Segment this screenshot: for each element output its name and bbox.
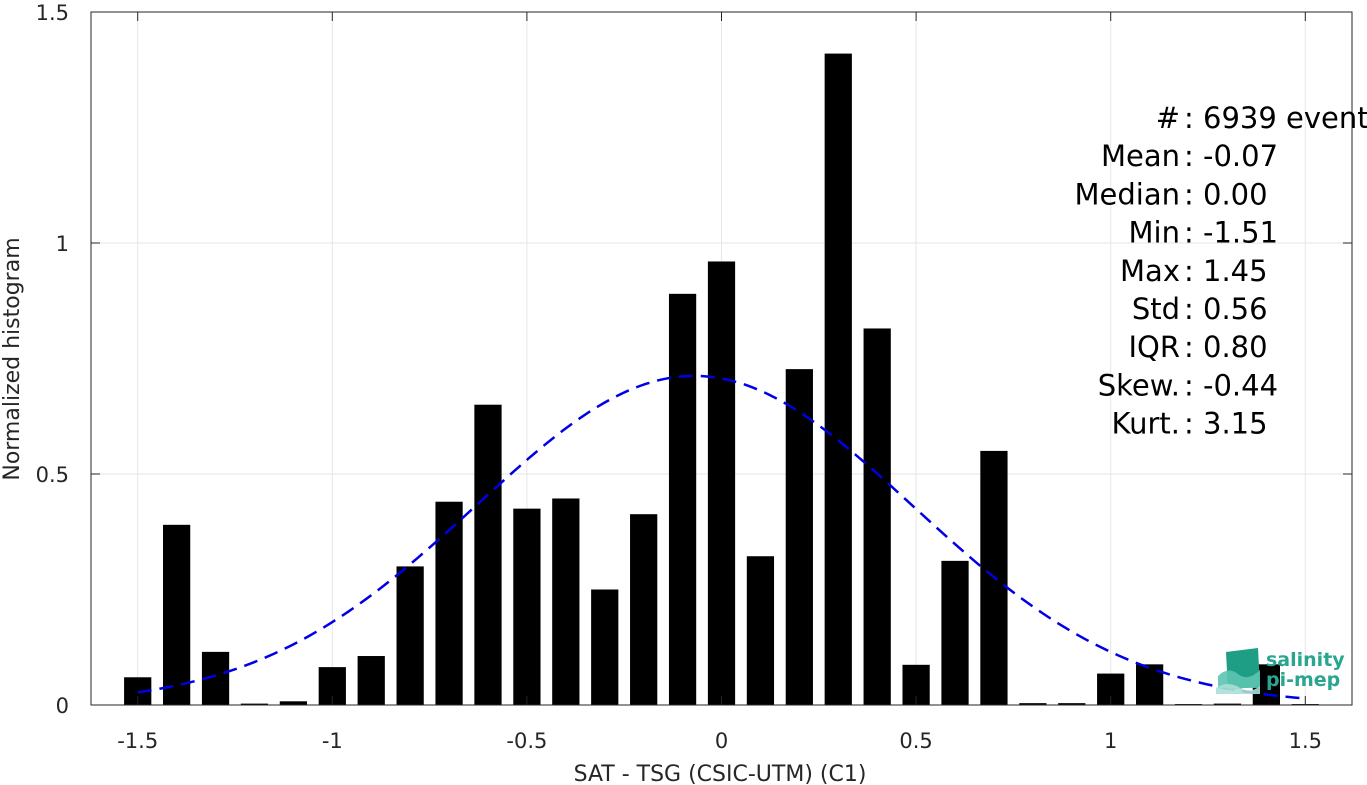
histogram-bar (474, 404, 502, 705)
stat-label: Std (1132, 292, 1180, 326)
histogram-bar (630, 514, 658, 705)
stat-label: Max (1120, 254, 1180, 288)
x-tick-label: -1 (322, 729, 343, 753)
histogram-bar (552, 498, 580, 705)
stat-label: Mean (1101, 139, 1180, 173)
x-tick-label: -1.5 (117, 729, 158, 753)
histogram-bar (163, 524, 191, 705)
histogram-bar (435, 501, 463, 705)
axes (90, 11, 1353, 706)
x-tick-label: 1.5 (1289, 729, 1322, 753)
x-tick-label: 1 (1104, 729, 1117, 753)
histogram-bar (357, 656, 385, 705)
histogram-bar (746, 556, 775, 705)
stat-value: : 0.56 (1184, 292, 1268, 326)
y-axis-title: Normalized histogram (0, 237, 25, 480)
normal-fit-curve (137, 374, 1306, 700)
stat-label: Skew. (1098, 368, 1180, 402)
y-tick-label: 0.5 (36, 463, 69, 487)
stat-label: # (1156, 101, 1180, 135)
salinity-pi-mep-logo: salinity pi-mep (1216, 648, 1345, 694)
histogram-bar (513, 508, 541, 705)
histogram-bar (396, 566, 424, 705)
x-axis-title: SAT - TSG (CSIC-UTM) (C1) (574, 762, 867, 785)
tick-labels: -1.5 -1 -0.5 0 0.5 1 1.5 0 0.5 1 1.5 (36, 1, 1322, 753)
histogram-bar (707, 261, 736, 705)
x-tick-label: 0 (715, 729, 728, 753)
logo-line2: pi-mep (1266, 669, 1340, 691)
histogram-bar (668, 293, 697, 705)
y-tick-label: 1.5 (36, 1, 69, 25)
x-tick-label: 0.5 (899, 729, 932, 753)
histogram-bar (279, 701, 308, 705)
stat-value: : -1.51 (1184, 216, 1278, 250)
histogram-bar (591, 589, 619, 705)
stat-value: : -0.44 (1184, 368, 1278, 402)
stat-value: : 0.80 (1184, 330, 1268, 364)
histogram-bar (785, 369, 813, 705)
stat-label: Min (1129, 216, 1180, 250)
stat-value: : 3.15 (1184, 407, 1268, 441)
stat-label: IQR (1128, 330, 1180, 364)
histogram-bar (863, 328, 891, 705)
stat-label: Median (1075, 177, 1180, 211)
stat-value: : 6939 events (1184, 101, 1367, 135)
y-tick-label: 0 (56, 694, 69, 718)
x-tick-label: -0.5 (506, 729, 547, 753)
logo-line1: salinity (1266, 649, 1345, 671)
histogram-bar (824, 53, 852, 705)
histogram-bar (1019, 703, 1047, 705)
histogram-bar (1058, 703, 1086, 705)
stat-value: : 1.45 (1184, 254, 1268, 288)
wave-icon (1216, 648, 1260, 694)
stat-value: : -0.07 (1184, 139, 1278, 173)
histogram-bar (1213, 703, 1242, 705)
y-tick-label: 1 (56, 232, 69, 256)
histogram-bar (240, 703, 269, 705)
stat-value: : 0.00 (1184, 177, 1268, 211)
stat-label: Kurt. (1112, 407, 1180, 441)
histogram-bar (941, 560, 969, 705)
